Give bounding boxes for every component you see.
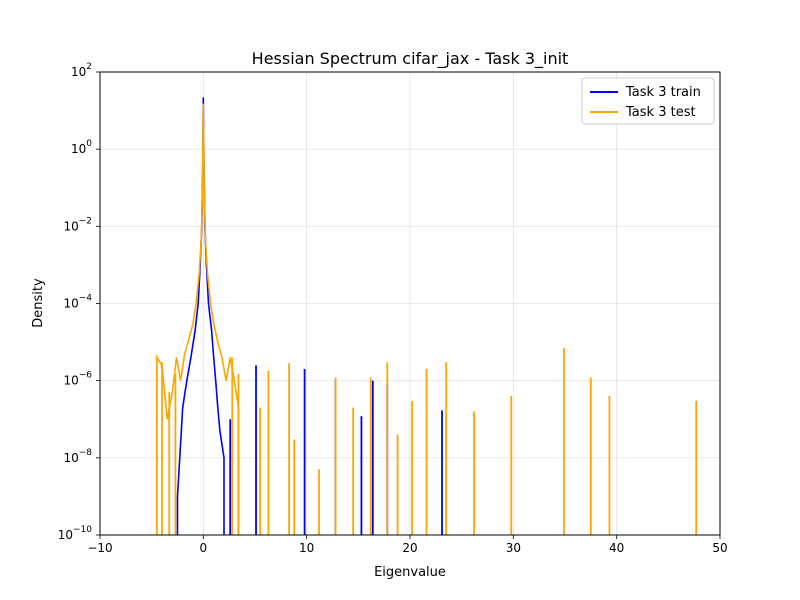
y-tick-label: 10−10 [58, 525, 93, 542]
series-2 [155, 103, 698, 535]
x-tick-label: 0 [200, 541, 208, 555]
legend-label: Task 3 train [625, 85, 701, 100]
series-2-central-peak [156, 103, 240, 535]
x-tick-label: 20 [402, 541, 417, 555]
legend: Task 3 train Task 3 test [581, 77, 715, 125]
series-layer [155, 97, 698, 535]
y-tick-label: 100 [71, 139, 92, 156]
legend-label: Task 3 test [625, 105, 696, 120]
y-tick-label: 10−2 [63, 216, 92, 233]
x-tick-label: 50 [712, 541, 727, 555]
y-tick-label: 10−6 [63, 371, 92, 388]
x-tick-label: 40 [609, 541, 624, 555]
y-axis-label: Density [31, 278, 46, 328]
y-tick-label: 10−8 [63, 448, 92, 465]
x-tick-label: 30 [506, 541, 521, 555]
y-tick-label: 102 [71, 62, 92, 79]
x-tick-label: 10 [299, 541, 314, 555]
axis-ticks: −10 0 10 20 30 40 50 10−10 10−8 10−6 10−4 10−2 100 10… [58, 62, 728, 555]
x-tick-label: −10 [87, 541, 112, 555]
chart-title: Hessian Spectrum cifar_jax - Task 3_init [252, 49, 569, 69]
y-tick-label: 10−4 [63, 294, 92, 311]
x-axis-label: Eigenvalue [374, 565, 446, 580]
